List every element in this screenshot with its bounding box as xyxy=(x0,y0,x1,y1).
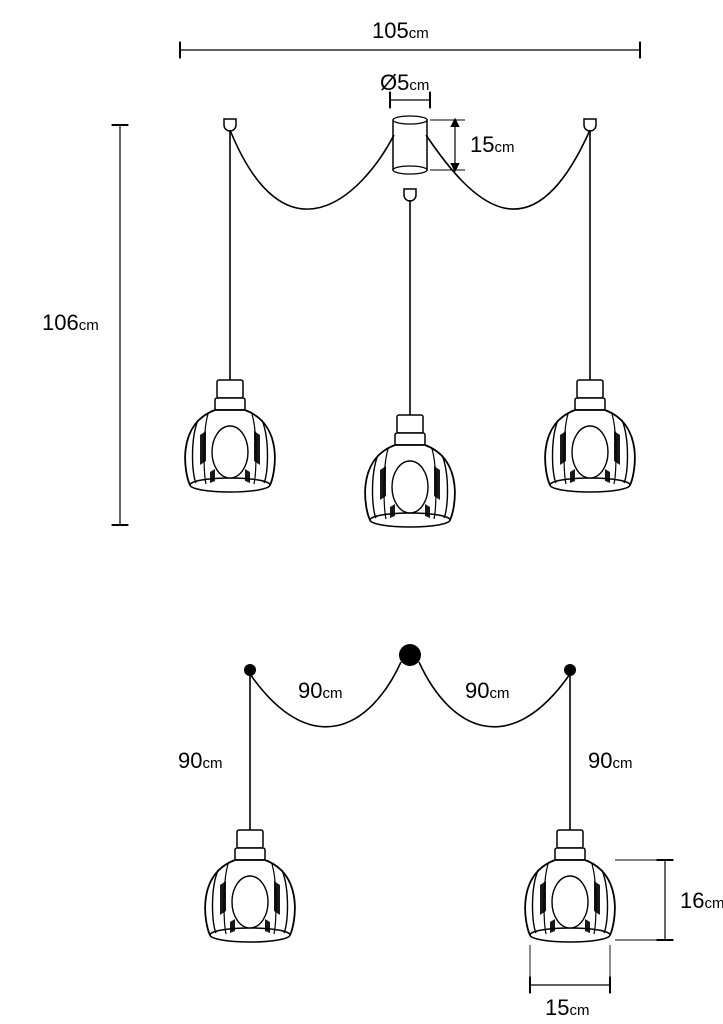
lower-lamp-right xyxy=(525,830,615,942)
label-canopy-h-unit: cm xyxy=(494,139,514,156)
lamp-1 xyxy=(185,380,275,492)
label-swag-left-value: 90 xyxy=(298,678,322,703)
upper-figure xyxy=(120,50,640,527)
lamp-3 xyxy=(545,380,635,492)
label-swag-right-unit: cm xyxy=(489,685,509,702)
label-width: 105cm xyxy=(372,18,429,44)
label-height: 106cm xyxy=(42,310,99,336)
label-canopy-dia-value: Ø5 xyxy=(380,70,409,95)
diagram-svg xyxy=(0,0,723,1024)
label-drop-left: 90cm xyxy=(178,748,222,774)
center-mount-dot xyxy=(399,644,421,666)
label-canopy-dia-unit: cm xyxy=(409,77,429,94)
canopy-cylinder xyxy=(393,120,427,170)
label-swag-right: 90cm xyxy=(465,678,509,704)
label-shade-h-value: 16 xyxy=(680,888,704,913)
label-swag-left-unit: cm xyxy=(322,685,342,702)
label-canopy-dia: Ø5cm xyxy=(380,70,429,96)
label-width-unit: cm xyxy=(409,25,429,42)
label-drop-right-unit: cm xyxy=(612,755,632,772)
label-swag-left: 90cm xyxy=(298,678,342,704)
label-shade-w-unit: cm xyxy=(569,1002,589,1019)
label-drop-right-value: 90 xyxy=(588,748,612,773)
label-drop-left-unit: cm xyxy=(202,755,222,772)
label-shade-h: 16cm xyxy=(680,888,723,914)
diagram-canvas xyxy=(0,0,723,1024)
label-shade-w-value: 15 xyxy=(545,995,569,1020)
lamp-2 xyxy=(365,415,455,527)
label-drop-right: 90cm xyxy=(588,748,632,774)
label-drop-left-value: 90 xyxy=(178,748,202,773)
label-canopy-h-value: 15 xyxy=(470,132,494,157)
lower-figure xyxy=(205,644,670,990)
label-height-unit: cm xyxy=(79,317,99,334)
label-swag-right-value: 90 xyxy=(465,678,489,703)
label-height-value: 106 xyxy=(42,310,79,335)
label-shade-w: 15cm xyxy=(545,995,589,1021)
lower-lamp-left xyxy=(205,830,295,942)
cord-swag-left xyxy=(230,130,394,209)
label-canopy-h: 15cm xyxy=(470,132,514,158)
label-width-value: 105 xyxy=(372,18,409,43)
label-shade-h-unit: cm xyxy=(704,895,723,912)
